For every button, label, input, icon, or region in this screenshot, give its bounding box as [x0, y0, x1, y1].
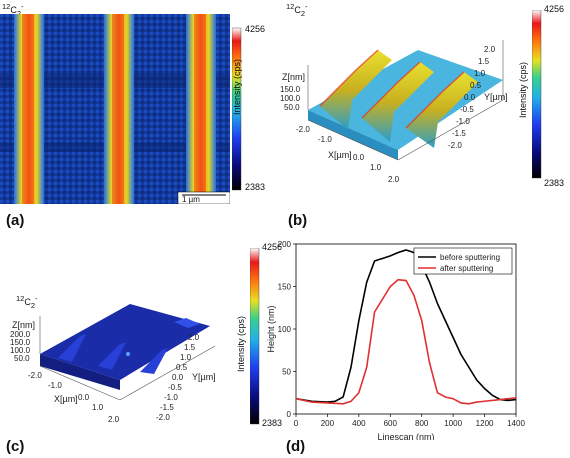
- panel-a-colorbar-max: 4256: [245, 24, 266, 34]
- panel-a-scalebar-label: 1 µm: [182, 195, 200, 204]
- panel-b-colorbar-title: Intensity (cps): [518, 61, 528, 118]
- panel-c-z-tick: 200.0: [10, 330, 31, 339]
- x-tick-label: 0: [294, 419, 299, 428]
- panel-b-colorbar: [532, 10, 542, 179]
- panel-b-x-tick: 1.0: [370, 163, 382, 172]
- panel-a-intensity-map: [0, 14, 230, 204]
- panel-b-y-tick: 0.0: [464, 93, 476, 102]
- panel-a-species-label: 12C2-: [2, 2, 24, 18]
- panel-b-species-label: 12C2-: [286, 2, 308, 18]
- panel-b-z-tick: 50.0: [284, 103, 300, 112]
- series-line-after-sputtering: [295, 278, 517, 405]
- y-tick-label: 150: [278, 283, 292, 292]
- legend-entry: after sputtering: [440, 264, 493, 273]
- panel-d-line-chart: 0 200 400 600 800 1000 1200 1400 0 50 100 150 200 Lin…: [266, 240, 525, 440]
- x-tick-label: 1400: [507, 419, 525, 428]
- panel-b-y-tick: -2.0: [448, 141, 462, 150]
- panel-c-x-tick: 1.0: [92, 403, 104, 412]
- panel-b-label: (b): [288, 212, 308, 229]
- panel-c-x-tick: 2.0: [108, 415, 120, 424]
- panel-c-x-tick: -2.0: [28, 371, 42, 380]
- panel-b-y-tick: -0.5: [460, 105, 474, 114]
- legend-entry: before sputtering: [440, 253, 500, 262]
- panel-b-z-tick: 150.0: [280, 85, 301, 94]
- x-tick-label: 1200: [476, 419, 494, 428]
- panel-c-y-tick: 0.0: [172, 373, 184, 382]
- y-tick-label: 50: [282, 368, 291, 377]
- panel-c-y-tick: 1.0: [180, 353, 192, 362]
- y-tick-label: 100: [278, 325, 292, 334]
- panel-c-x-tick: 0.0: [78, 393, 90, 402]
- panel-c-3d-surface: Z[nm] 200.0 150.0 100.0 50.0 -2.0 -1.0 X…: [10, 304, 216, 424]
- panel-b-y-tick: -1.0: [456, 117, 470, 126]
- panel-c-y-tick: 1.5: [184, 343, 196, 352]
- panel-c-colorbar-min: 2383: [262, 418, 283, 428]
- panel-a-colorbar: [232, 27, 242, 191]
- legend-box: [413, 247, 513, 275]
- panel-c-z-tick: 50.0: [14, 354, 30, 363]
- panel-c-y-tick: -1.0: [164, 393, 178, 402]
- panel-c-y-axis-title: Y[µm]: [192, 372, 216, 382]
- panel-b-y-axis-title: Y[µm]: [484, 92, 508, 102]
- panel-c-y-tick: -0.5: [168, 383, 182, 392]
- panel-c-label: (c): [6, 438, 25, 455]
- panel-c-y-tick: -2.0: [156, 413, 170, 422]
- panel-c-y-tick: -1.5: [160, 403, 174, 412]
- y-axis-title: Height (nm): [266, 305, 276, 352]
- x-tick-label: 800: [415, 419, 429, 428]
- panel-c-colorbar: [250, 248, 260, 425]
- panel-b-y-tick: 0.5: [470, 81, 482, 90]
- panel-c-z-axis-title: Z[nm]: [12, 320, 35, 330]
- panel-a-label: (a): [6, 212, 25, 229]
- panel-c-y-tick: 2.0: [188, 333, 200, 342]
- x-tick-label: 200: [321, 419, 335, 428]
- panel-b-colorbar-min: 2383: [544, 178, 565, 188]
- panel-b-3d-surface: Z[nm] 150.0 100.0 50.0 -2.0 -1.0 X[µm] 0…: [280, 40, 508, 184]
- panel-b-x-axis-title: X[µm]: [328, 150, 352, 160]
- x-tick-label: 400: [352, 419, 366, 428]
- y-tick-label: 0: [287, 410, 292, 419]
- panel-c-z-tick: 150.0: [10, 338, 31, 347]
- panel-c-colorbar-title: Intensity (cps): [236, 315, 246, 372]
- panel-b-y-tick: 1.0: [474, 69, 486, 78]
- panel-c-x-axis-title: X[µm]: [54, 394, 78, 404]
- panel-b-x-tick: 2.0: [388, 175, 400, 184]
- x-tick-label: 600: [384, 419, 398, 428]
- panel-b-z-axis-title: Z[nm]: [282, 72, 305, 82]
- panel-d-label: (d): [286, 438, 306, 455]
- panel-b-z-tick: 100.0: [280, 94, 301, 103]
- panel-c-z-tick: 100.0: [10, 346, 31, 355]
- panel-c-y-tick: 0.5: [176, 363, 188, 372]
- panel-b-x-tick: -2.0: [296, 125, 310, 134]
- panel-b-colorbar-max: 4256: [544, 4, 565, 14]
- x-axis-title: Linescan (nm): [377, 432, 434, 440]
- panel-b-x-tick: -1.0: [318, 135, 332, 144]
- panel-b-y-tick: -1.5: [452, 129, 466, 138]
- panel-c-x-tick: -1.0: [48, 381, 62, 390]
- panel-a-colorbar-min: 2383: [245, 182, 266, 192]
- panel-b-y-tick: 2.0: [484, 45, 496, 54]
- y-tick-label: 200: [278, 240, 292, 249]
- x-tick-label: 1000: [444, 419, 462, 428]
- panel-c-species-label: 12C2-: [16, 294, 38, 310]
- panel-b-y-tick: 1.5: [478, 57, 490, 66]
- panel-a-colorbar-title: Intensity (cps): [232, 58, 242, 115]
- panel-b-x-tick: 0.0: [353, 153, 365, 162]
- panel-c-colorbar-max: 4256: [262, 242, 283, 252]
